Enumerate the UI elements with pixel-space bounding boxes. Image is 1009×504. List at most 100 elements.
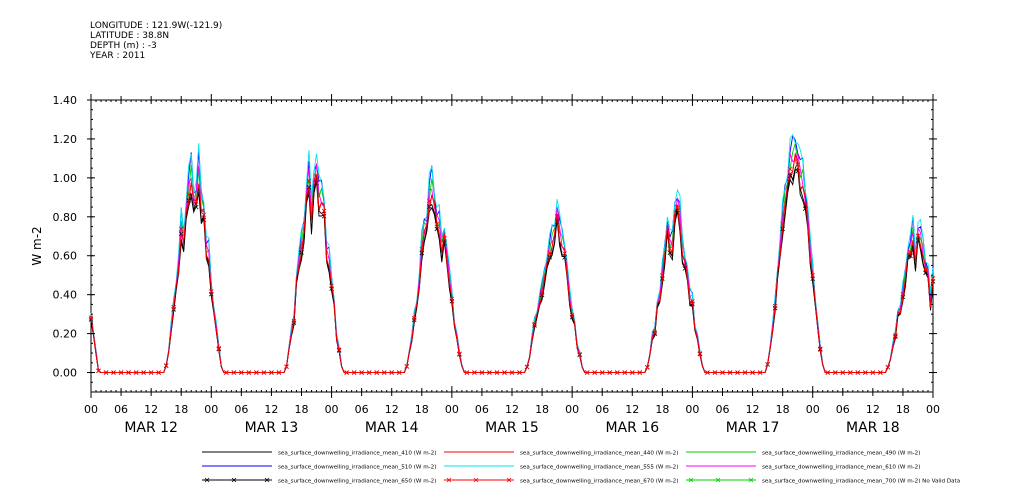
series-marker bbox=[900, 292, 906, 297]
x-tick-label: 12 bbox=[625, 403, 639, 416]
x-tick-label: 12 bbox=[144, 403, 158, 416]
day-label: MAR 18 bbox=[846, 420, 900, 436]
series-marker bbox=[765, 361, 770, 367]
series-marker bbox=[216, 346, 222, 351]
series-marker bbox=[810, 273, 815, 278]
x-tick-label: 18 bbox=[776, 403, 790, 416]
series-marker bbox=[314, 180, 319, 186]
series-marker bbox=[306, 178, 312, 184]
x-tick-label: 18 bbox=[295, 403, 309, 416]
x-tick-label: 18 bbox=[174, 403, 188, 416]
legend-label: sea_surface_downwelling_irradiance_mean_… bbox=[520, 451, 678, 457]
series-marker bbox=[825, 370, 831, 375]
series-marker bbox=[690, 299, 695, 304]
y-tick-label: 0.20 bbox=[53, 328, 78, 341]
x-tick-label: 00 bbox=[445, 403, 459, 416]
series-marker bbox=[299, 246, 304, 251]
legend-marker bbox=[688, 477, 694, 483]
x-tick-label: 06 bbox=[475, 403, 489, 416]
series-marker bbox=[148, 370, 154, 375]
series-marker bbox=[780, 221, 785, 227]
y-tick-label: 1.20 bbox=[53, 133, 78, 146]
x-tick-label: 12 bbox=[866, 403, 880, 416]
dataset-info: LONGITUDE : 121.9W(-121.9) LATITUDE : 38… bbox=[90, 21, 222, 61]
series-marker bbox=[209, 289, 214, 294]
legend-marker bbox=[748, 477, 754, 483]
series-marker bbox=[171, 304, 176, 310]
series-line bbox=[90, 152, 934, 373]
series-marker bbox=[141, 370, 146, 375]
series-marker bbox=[374, 370, 379, 375]
series-marker bbox=[817, 346, 823, 351]
series-marker bbox=[923, 267, 928, 272]
series-marker bbox=[396, 370, 402, 375]
day-label: MAR 16 bbox=[605, 420, 659, 436]
series-marker bbox=[554, 214, 560, 219]
y-tick-label: 0.00 bbox=[53, 367, 78, 380]
series-marker bbox=[855, 370, 861, 375]
latitude-label: LATITUDE : 38.8N bbox=[90, 31, 170, 41]
series-marker bbox=[193, 204, 199, 210]
series-marker bbox=[186, 192, 192, 197]
series-marker bbox=[201, 212, 207, 218]
x-tick-label: 18 bbox=[655, 403, 669, 416]
day-label: MAR 14 bbox=[365, 420, 419, 436]
series-marker bbox=[795, 162, 800, 167]
series-marker bbox=[404, 364, 410, 369]
x-tick-label: 12 bbox=[746, 403, 760, 416]
series-marker bbox=[675, 205, 680, 210]
series-marker bbox=[502, 370, 507, 375]
series-marker bbox=[720, 370, 725, 375]
y-tick-label: 0.60 bbox=[53, 250, 78, 263]
series-marker bbox=[908, 249, 913, 255]
series-marker bbox=[532, 321, 537, 327]
series-marker bbox=[772, 303, 778, 309]
series-marker bbox=[539, 290, 545, 295]
day-label: MAR 15 bbox=[485, 420, 539, 436]
legend-marker bbox=[264, 477, 270, 483]
series-marker bbox=[705, 370, 710, 375]
series-marker bbox=[832, 370, 838, 375]
x-tick-label: 06 bbox=[836, 403, 850, 416]
depth-label: DEPTH (m) : -3 bbox=[90, 41, 157, 51]
legend-marker bbox=[506, 477, 512, 483]
x-tick-label: 00 bbox=[806, 403, 820, 416]
series-marker bbox=[321, 208, 327, 214]
series-marker bbox=[667, 246, 673, 251]
series-marker bbox=[930, 276, 936, 281]
x-tick-label: 00 bbox=[926, 403, 940, 416]
series-marker bbox=[381, 370, 387, 375]
legend-marker bbox=[231, 477, 237, 483]
series-marker bbox=[630, 370, 635, 375]
x-tick-label: 00 bbox=[84, 403, 98, 416]
x-tick-label: 00 bbox=[204, 403, 218, 416]
series-marker bbox=[201, 217, 207, 223]
series-marker bbox=[577, 351, 582, 357]
series-marker bbox=[118, 370, 124, 375]
series-marker bbox=[96, 368, 101, 374]
series-marker bbox=[479, 370, 485, 375]
series-marker bbox=[111, 370, 116, 375]
series-marker bbox=[599, 370, 605, 375]
series-marker bbox=[389, 370, 394, 375]
series-marker bbox=[246, 370, 252, 375]
series-marker bbox=[126, 370, 131, 375]
series-marker bbox=[622, 370, 628, 375]
series-marker bbox=[802, 200, 808, 206]
series-marker bbox=[336, 347, 342, 352]
x-tick-label: 06 bbox=[716, 403, 730, 416]
legend-marker bbox=[473, 477, 479, 483]
series-marker bbox=[156, 370, 161, 375]
series-marker bbox=[878, 370, 883, 375]
series-marker bbox=[524, 364, 530, 370]
series-marker bbox=[254, 370, 259, 375]
series-marker bbox=[645, 364, 650, 370]
x-tick-label: 12 bbox=[385, 403, 399, 416]
legend-label: sea_surface_downwelling_irradiance_mean_… bbox=[762, 451, 920, 457]
series-marker bbox=[848, 370, 853, 375]
series-marker bbox=[411, 315, 417, 321]
series-marker bbox=[269, 370, 274, 375]
x-tick-label: 06 bbox=[595, 403, 609, 416]
y-axis-label: W m-2 bbox=[30, 226, 44, 265]
series-marker bbox=[427, 198, 432, 204]
